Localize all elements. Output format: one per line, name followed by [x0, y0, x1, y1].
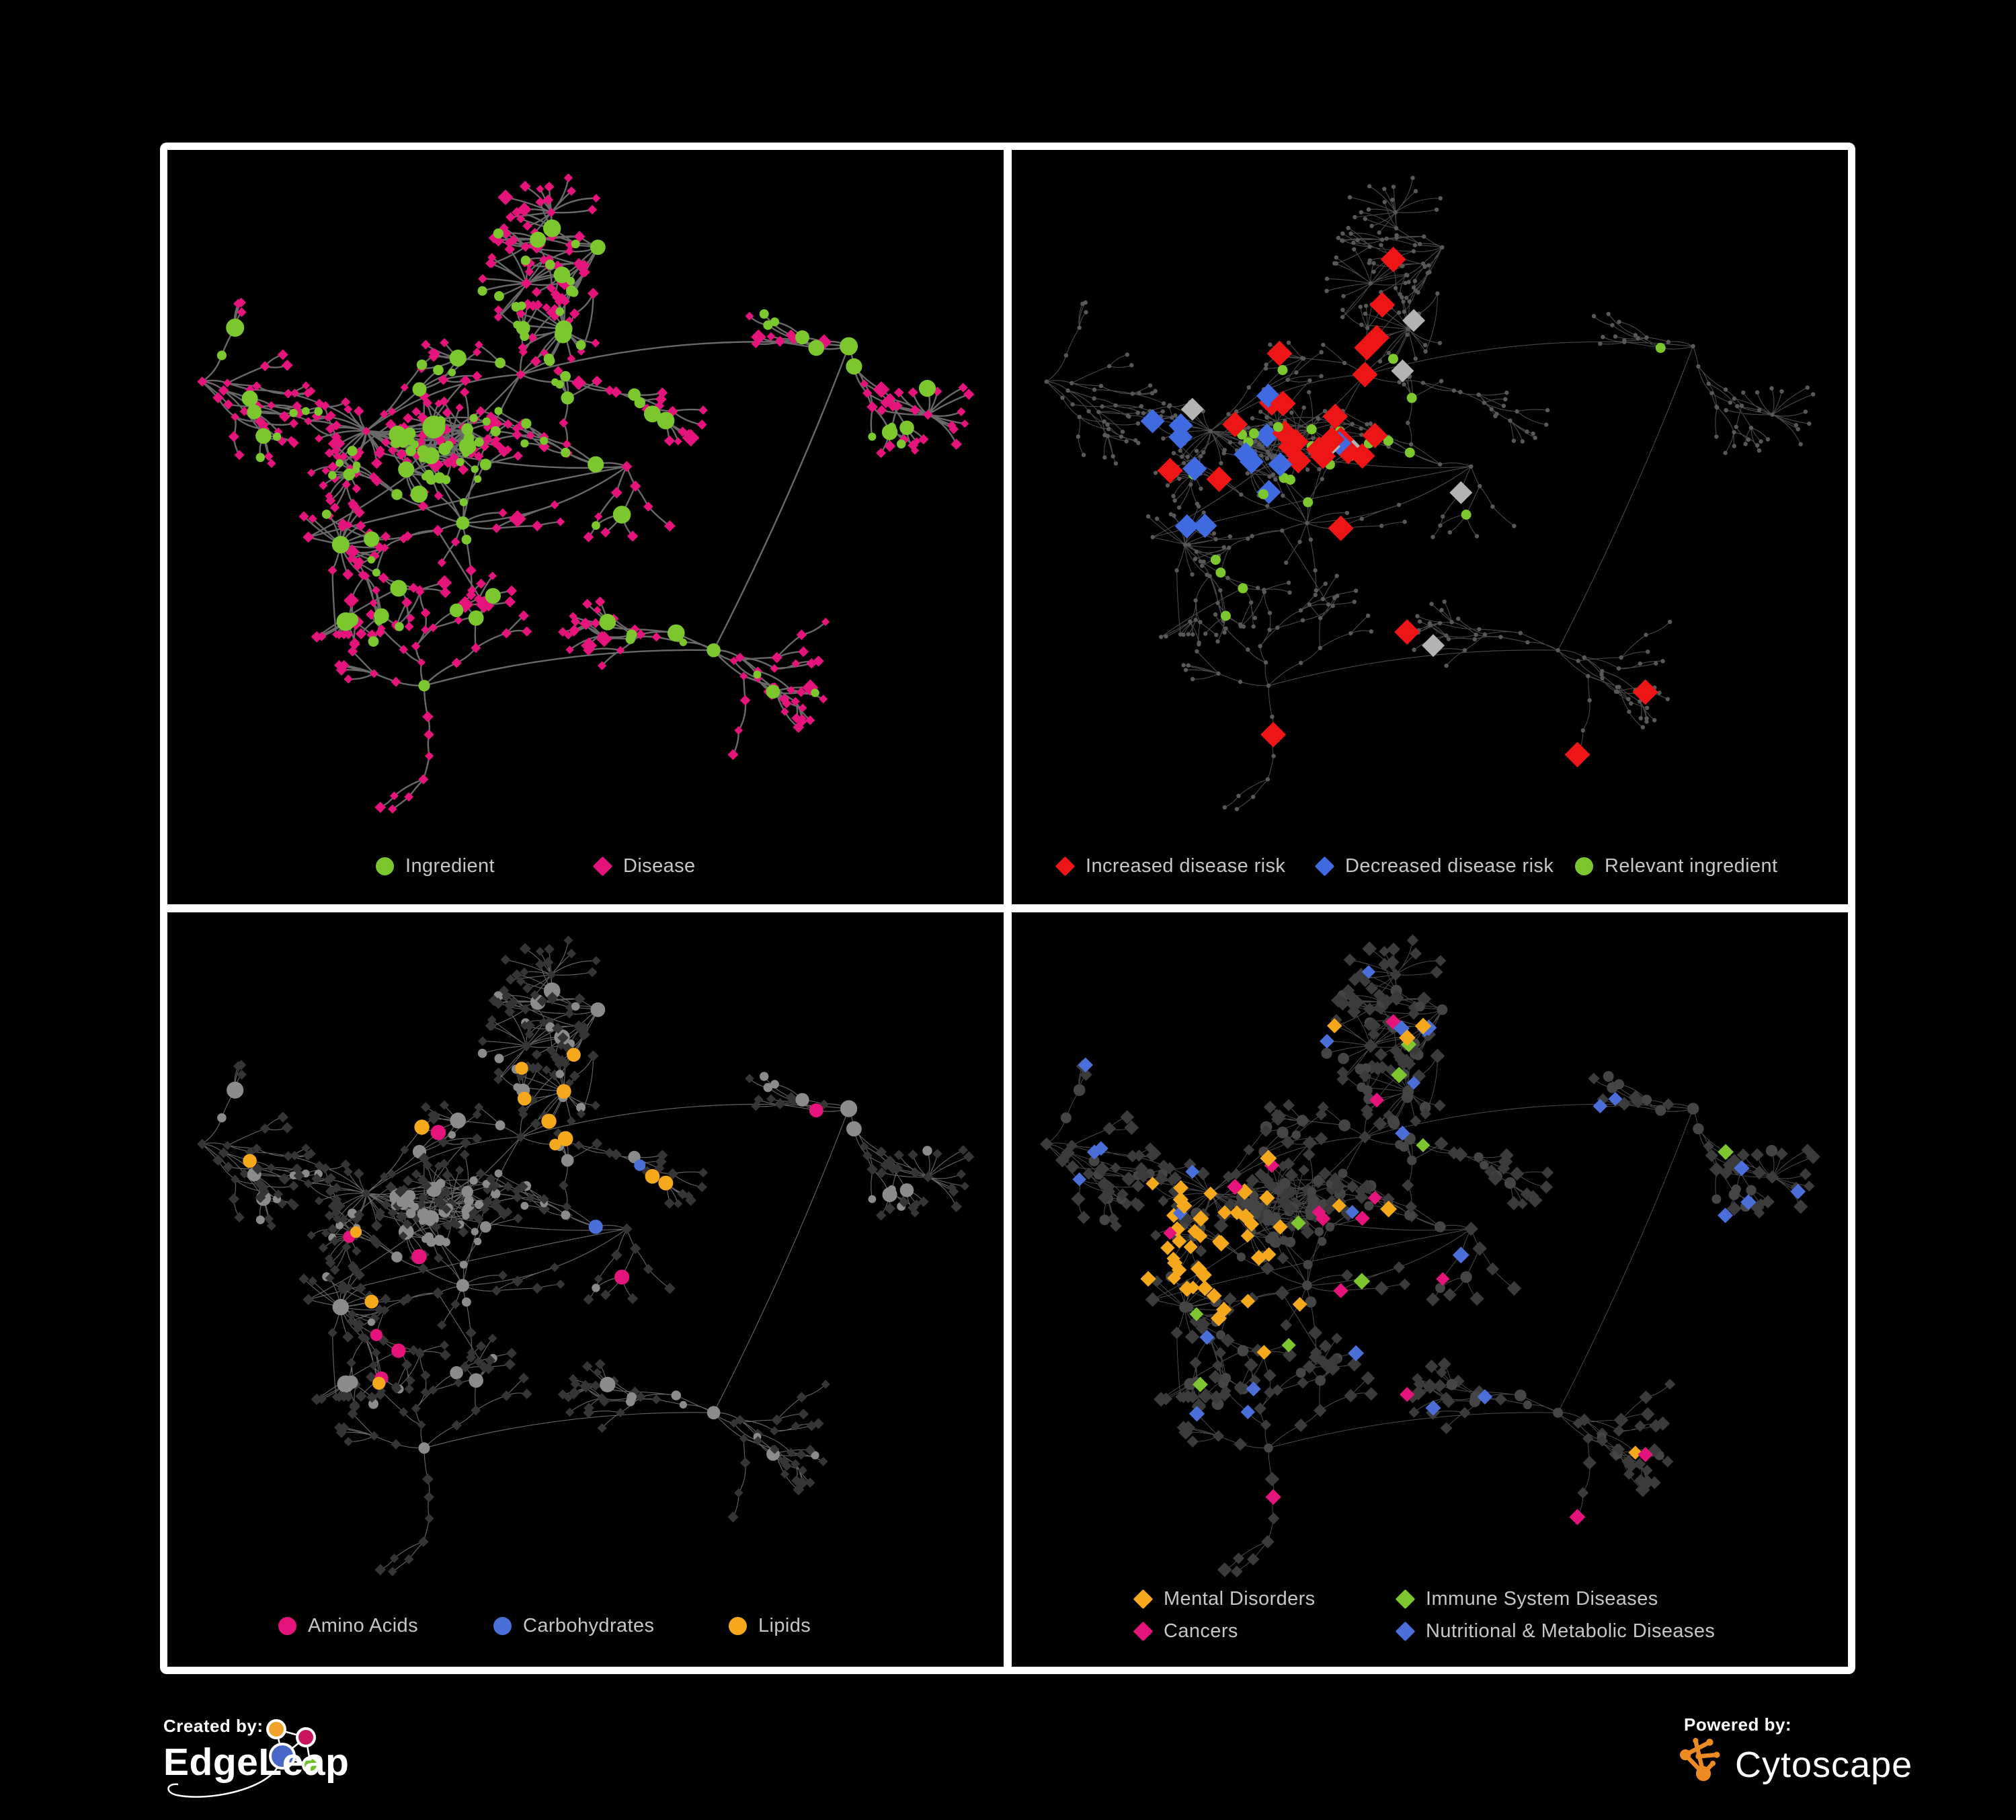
legend-label: Decreased disease risk — [1345, 855, 1554, 877]
legend-label: Cancers — [1164, 1620, 1238, 1642]
four-panel-grid: Ingredient Disease Increased disease risk… — [160, 143, 1855, 1674]
legend-label: Disease — [623, 855, 696, 877]
legend-item-cancers: Cancers — [1133, 1620, 1238, 1643]
network-graph-disease-risk — [1044, 175, 1816, 812]
powered-by-label: Powered by: — [1684, 1714, 1792, 1735]
legend-label: Lipids — [758, 1614, 811, 1636]
cytoscape-branding: Powered by: Cytoscape — [1680, 1714, 1926, 1815]
legend-label: Immune System Diseases — [1426, 1587, 1658, 1610]
edgeleap-branding: Created by: EdgeLeap — [163, 1716, 378, 1817]
cytoscape-wordmark: Cytoscape — [1735, 1745, 1913, 1785]
panel-nutrient-classes: Amino Acids Carbohydrates Lipids — [167, 912, 1004, 1667]
legend-label: Nutritional & Metabolic Diseases — [1426, 1620, 1716, 1642]
legend-item-lipids: Lipids — [729, 1614, 811, 1637]
legend-circle-icon — [376, 857, 394, 875]
created-by-label: Created by: — [163, 1716, 264, 1736]
legend-item-relevant-ingredient: Relevant ingredient — [1575, 855, 1777, 877]
legend-diamond-icon — [592, 856, 613, 876]
legend-diamond-icon — [1055, 856, 1076, 876]
legend-circle-icon — [729, 1616, 747, 1635]
legend-item-mental-disorders: Mental Disorders — [1133, 1587, 1316, 1610]
legend-diamond-icon — [1133, 1589, 1154, 1609]
legend-item-carbohydrates: Carbohydrates — [493, 1614, 654, 1637]
legend-label: Amino Acids — [308, 1614, 418, 1636]
edgeleap-wordmark: EdgeLeap — [163, 1741, 350, 1784]
legend-label: Carbohydrates — [523, 1614, 655, 1636]
legend-label: Relevant ingredient — [1605, 855, 1778, 877]
legend-circle-icon — [493, 1616, 512, 1635]
panel-ingredient-disease: Ingredient Disease — [167, 150, 1004, 904]
legend-label: Increased disease risk — [1086, 855, 1286, 877]
legend-diamond-icon — [1133, 1621, 1154, 1641]
legend-circle-icon — [278, 1616, 296, 1635]
network-graph-nutrient-classes — [197, 935, 975, 1577]
legend-item-immune-system-diseases: Immune System Diseases — [1395, 1587, 1658, 1610]
cytoscape-logo-icon — [1680, 1737, 1720, 1782]
network-graph-ingredient-disease — [197, 173, 975, 814]
legend-item-disease: Disease — [592, 855, 696, 877]
legend-item-ingredient: Ingredient — [376, 855, 495, 877]
legend-circle-icon — [1575, 857, 1593, 875]
panel-disease-risk: Increased disease risk Decreased disease … — [1012, 150, 1848, 904]
legend-label: Mental Disorders — [1164, 1587, 1316, 1610]
legend-diamond-icon — [1395, 1589, 1416, 1609]
legend-item-amino-acids: Amino Acids — [278, 1614, 418, 1637]
legend-diamond-icon — [1395, 1621, 1416, 1641]
network-graph-disease-classes — [1040, 934, 1820, 1578]
legend-item-increased-disease-risk: Increased disease risk — [1055, 855, 1286, 877]
legend-diamond-icon — [1314, 856, 1335, 876]
legend-item-decreased-disease-risk: Decreased disease risk — [1314, 855, 1554, 877]
legend-item-nutritional-metabolic-diseases: Nutritional & Metabolic Diseases — [1395, 1620, 1716, 1643]
legend-label: Ingredient — [405, 855, 495, 877]
panel-disease-classes: Mental Disorders Immune System Diseases Ca… — [1012, 912, 1848, 1667]
